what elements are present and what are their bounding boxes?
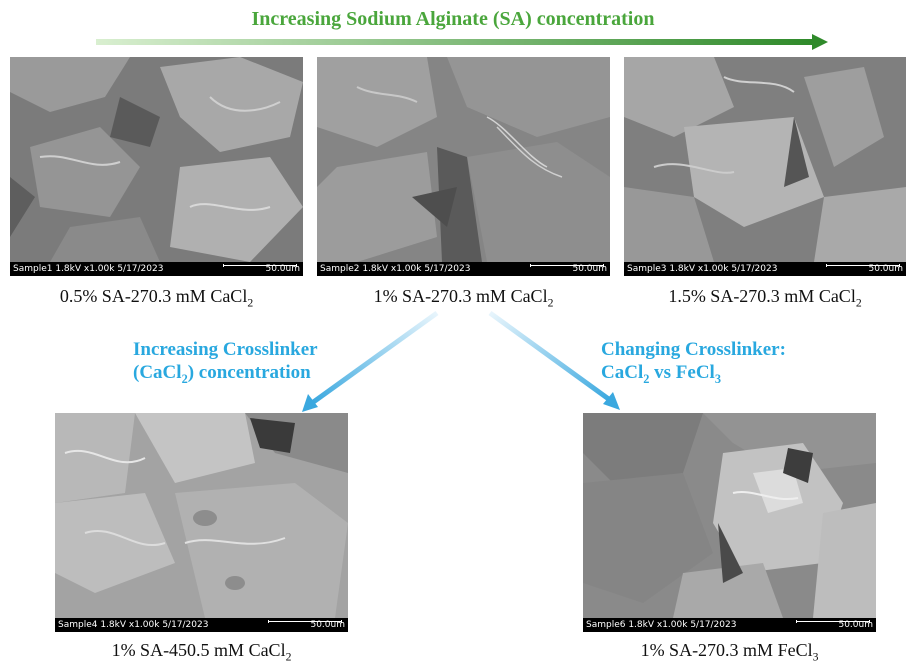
caption-sample4: 1% SA-450.5 mM CaCl2 bbox=[111, 640, 292, 664]
sem-info-text: Sample1 1.8kV x1.00k 5/17/2023 bbox=[13, 264, 164, 274]
sem-info-text: Sample6 1.8kV x1.00k 5/17/2023 bbox=[586, 620, 737, 630]
sem-info-text: Sample2 1.8kV x1.00k 5/17/2023 bbox=[320, 264, 471, 274]
scale-bar bbox=[530, 264, 604, 267]
crosslinker-change-label: Changing Crosslinker: CaCl2 vs FeCl3 bbox=[601, 339, 786, 386]
crosslinker-concentration-label: Increasing Crosslinker (CaCl2) concentra… bbox=[133, 339, 318, 386]
scale-bar bbox=[796, 620, 870, 623]
sem-micrograph bbox=[624, 57, 906, 262]
sem-databar: Sample1 1.8kV x1.00k 5/17/2023 50.0um bbox=[10, 262, 303, 276]
sem-image-sample4: Sample4 1.8kV x1.00k 5/17/2023 50.0um bbox=[55, 413, 348, 632]
sem-micrograph bbox=[583, 413, 876, 618]
sa-concentration-arrow bbox=[96, 34, 828, 50]
sem-info-text: Sample3 1.8kV x1.00k 5/17/2023 bbox=[627, 264, 778, 274]
scale-bar bbox=[268, 620, 342, 623]
sem-image-sample6: Sample6 1.8kV x1.00k 5/17/2023 50.0um bbox=[583, 413, 876, 632]
sem-image-sample2: Sample2 1.8kV x1.00k 5/17/2023 50.0um bbox=[317, 57, 610, 276]
scale-label: 50.0um bbox=[868, 264, 903, 274]
sem-micrograph bbox=[55, 413, 348, 618]
crosslinker-concentration-arrow bbox=[302, 310, 439, 412]
scale-bar bbox=[223, 264, 297, 267]
sem-image-sample1: Sample1 1.8kV x1.00k 5/17/2023 50.0um bbox=[10, 57, 303, 276]
caption-sample6: 1% SA-270.3 mM FeCl3 bbox=[640, 640, 819, 664]
scale-label: 50.0um bbox=[310, 620, 345, 630]
sem-micrograph bbox=[10, 57, 303, 262]
sem-info-text: Sample4 1.8kV x1.00k 5/17/2023 bbox=[58, 620, 209, 630]
sem-databar: Sample3 1.8kV x1.00k 5/17/2023 50.0um bbox=[624, 262, 906, 276]
sem-image-sample3: Sample3 1.8kV x1.00k 5/17/2023 50.0um bbox=[624, 57, 906, 276]
caption-sample3: 1.5% SA-270.3 mM CaCl2 bbox=[668, 286, 862, 310]
caption-sample2: 1% SA-270.3 mM CaCl2 bbox=[373, 286, 554, 310]
sem-databar: Sample4 1.8kV x1.00k 5/17/2023 50.0um bbox=[55, 618, 348, 632]
scale-label: 50.0um bbox=[838, 620, 873, 630]
scale-label: 50.0um bbox=[265, 264, 300, 274]
caption-sample1: 0.5% SA-270.3 mM CaCl2 bbox=[59, 286, 254, 310]
sa-concentration-title: Increasing Sodium Alginate (SA) concentr… bbox=[251, 8, 655, 30]
scale-label: 50.0um bbox=[572, 264, 607, 274]
sem-databar: Sample6 1.8kV x1.00k 5/17/2023 50.0um bbox=[583, 618, 876, 632]
sem-databar: Sample2 1.8kV x1.00k 5/17/2023 50.0um bbox=[317, 262, 610, 276]
scale-bar bbox=[826, 264, 900, 267]
sem-micrograph bbox=[317, 57, 610, 262]
